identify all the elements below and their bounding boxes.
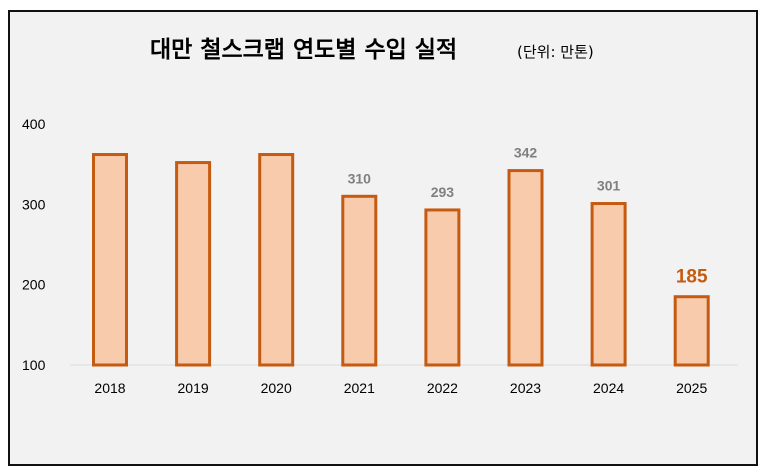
y-tick-label: 300: [22, 196, 46, 212]
data-label: 310: [348, 170, 372, 186]
chart-frame: [8, 10, 758, 466]
bar-2020: [258, 153, 295, 367]
bar-2021: [341, 194, 378, 367]
chart-title: 대만 철스크랩 연도별 수입 실적: [150, 37, 457, 63]
x-tick-label: 2022: [427, 380, 458, 396]
x-tick-label: 2025: [676, 380, 707, 396]
data-label: 301: [597, 178, 621, 194]
y-tick-label: 200: [22, 277, 46, 293]
x-tick-label: 2019: [178, 380, 209, 396]
bar-2023: [507, 169, 544, 367]
y-tick-label: 400: [22, 116, 46, 132]
data-label: 342: [514, 145, 538, 161]
x-tick-label: 2020: [261, 380, 292, 396]
x-tick-label: 2024: [593, 380, 624, 396]
data-label: 185: [676, 267, 708, 288]
bar-2025: [673, 295, 710, 367]
bar-2019: [175, 161, 212, 367]
bar-2022: [424, 208, 461, 367]
bar-2024: [590, 202, 627, 367]
y-tick-label: 100: [22, 357, 46, 373]
x-tick-label: 2023: [510, 380, 541, 396]
data-label: 293: [431, 184, 455, 200]
x-tick-label: 2018: [94, 380, 125, 396]
bar-2018: [92, 153, 128, 367]
chart-unit: (단위: 만톤): [517, 43, 594, 61]
x-tick-label: 2021: [344, 380, 375, 396]
